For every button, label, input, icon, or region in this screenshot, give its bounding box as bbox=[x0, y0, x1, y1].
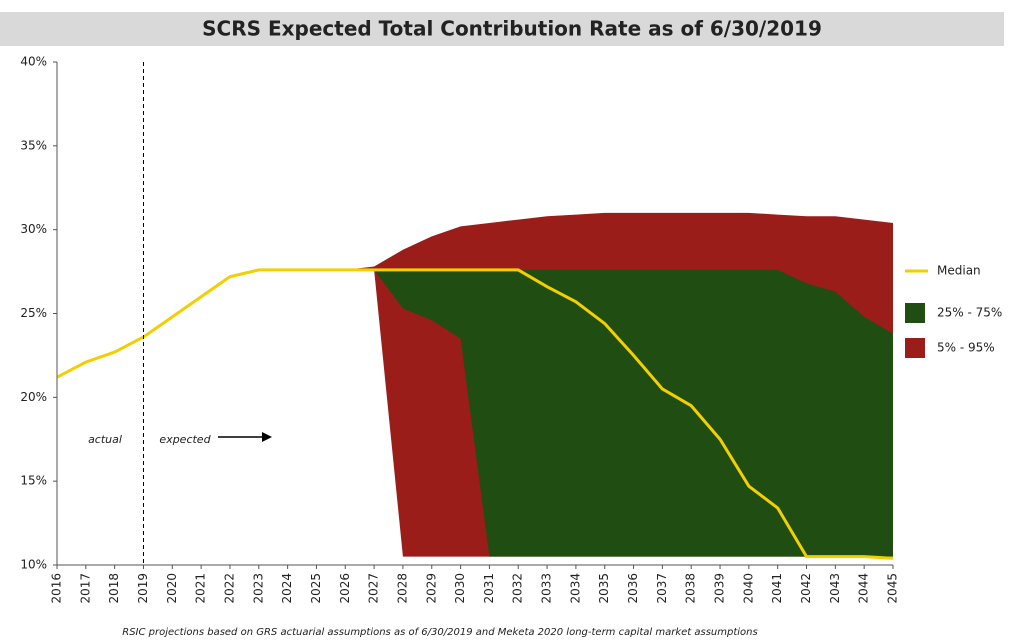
x-tick-label: 2031 bbox=[482, 573, 496, 604]
x-tick-label: 2020 bbox=[165, 573, 179, 604]
chart-title: SCRS Expected Total Contribution Rate as… bbox=[202, 17, 822, 41]
x-tick-label: 2026 bbox=[338, 573, 352, 604]
x-tick-label: 2045 bbox=[886, 573, 900, 604]
legend-label: Median bbox=[937, 264, 981, 278]
x-tick-label: 2042 bbox=[799, 573, 813, 604]
x-tick-label: 2027 bbox=[367, 573, 381, 604]
x-tick-label: 2029 bbox=[424, 573, 438, 604]
x-tick-label: 2036 bbox=[626, 573, 640, 604]
y-tick-label: 40% bbox=[20, 55, 47, 69]
x-tick-label: 2016 bbox=[50, 573, 64, 604]
x-tick-label: 2032 bbox=[511, 573, 525, 604]
x-tick-label: 2034 bbox=[568, 573, 582, 604]
legend-swatch bbox=[905, 338, 925, 358]
x-tick-label: 2028 bbox=[395, 573, 409, 604]
x-tick-label: 2024 bbox=[280, 573, 294, 604]
footnote: RSIC projections based on GRS actuarial … bbox=[122, 627, 757, 638]
x-tick-label: 2035 bbox=[597, 573, 611, 604]
x-tick-label: 2019 bbox=[136, 573, 150, 604]
y-tick-label: 30% bbox=[20, 222, 47, 236]
legend-label: 5% - 95% bbox=[937, 341, 995, 355]
x-tick-label: 2043 bbox=[828, 573, 842, 604]
annotation: expected bbox=[159, 433, 211, 446]
x-tick-label: 2040 bbox=[741, 573, 755, 604]
annotation: actual bbox=[88, 433, 122, 446]
x-tick-label: 2025 bbox=[309, 573, 323, 604]
y-tick-label: 10% bbox=[20, 558, 47, 572]
x-tick-label: 2023 bbox=[251, 573, 265, 604]
x-tick-label: 2041 bbox=[770, 573, 784, 604]
y-tick-label: 15% bbox=[20, 474, 47, 488]
y-tick-label: 20% bbox=[20, 390, 47, 404]
x-tick-label: 2021 bbox=[194, 573, 208, 604]
legend-swatch bbox=[905, 303, 925, 323]
y-tick-label: 25% bbox=[20, 306, 47, 320]
x-tick-label: 2037 bbox=[655, 573, 669, 604]
arrow-head bbox=[262, 432, 272, 442]
x-tick-label: 2030 bbox=[453, 573, 467, 604]
y-tick-label: 35% bbox=[20, 138, 47, 152]
band-area bbox=[374, 269, 893, 557]
legend-label: 25% - 75% bbox=[937, 306, 1002, 320]
x-tick-label: 2033 bbox=[540, 573, 554, 604]
x-tick-label: 2018 bbox=[107, 573, 121, 604]
x-tick-label: 2022 bbox=[222, 573, 236, 604]
x-tick-label: 2038 bbox=[684, 573, 698, 604]
x-tick-label: 2017 bbox=[78, 573, 92, 604]
median-line bbox=[56, 268, 894, 560]
x-tick-label: 2039 bbox=[713, 573, 727, 604]
title-bar bbox=[0, 12, 1004, 46]
x-tick-label: 2044 bbox=[857, 573, 871, 604]
